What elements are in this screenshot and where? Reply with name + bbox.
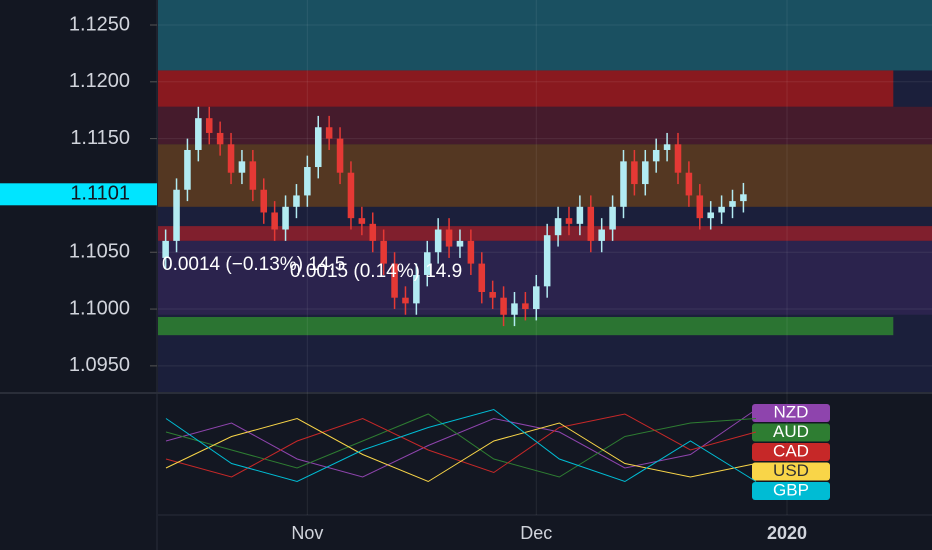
y-tick-label: 1.1200 <box>69 70 130 92</box>
x-tick-label: Dec <box>520 523 552 543</box>
candle-body <box>587 206 595 241</box>
candle-body <box>707 212 714 219</box>
candle-body <box>729 201 736 207</box>
candle-body <box>314 127 322 168</box>
candle-body <box>260 189 268 213</box>
candle-body <box>238 161 246 173</box>
candle-body <box>478 263 486 293</box>
candle-body <box>402 297 409 304</box>
candle-body <box>467 240 475 264</box>
candle-body <box>500 297 507 315</box>
price-zone <box>158 317 894 336</box>
candle-body <box>358 218 366 224</box>
candle-body <box>522 303 529 310</box>
oscillator-line <box>165 408 757 483</box>
candle-body <box>184 149 191 190</box>
candle-body <box>609 206 616 230</box>
candle-body <box>336 138 344 173</box>
candle-body <box>489 292 496 298</box>
price-zone <box>158 144 932 207</box>
oscillator-line <box>165 417 757 483</box>
candle-body <box>652 149 660 162</box>
legend-badge <box>752 404 830 422</box>
candle-body <box>543 235 551 287</box>
candle-body <box>205 118 213 133</box>
candle-body <box>195 118 202 150</box>
y-tick-label: 1.1250 <box>69 13 130 35</box>
y-tick-label: 1.1150 <box>70 127 130 149</box>
candle-body <box>456 240 464 247</box>
y-tick-label: 1.1000 <box>69 297 130 319</box>
candle-body <box>347 172 355 219</box>
legend-badge <box>752 482 830 500</box>
candle-body <box>663 144 671 150</box>
legend-label: NZD <box>774 402 809 421</box>
price-zone <box>158 70 894 107</box>
candle-body <box>249 161 257 190</box>
price-zone <box>158 106 932 145</box>
candle-body <box>740 194 747 202</box>
legend-badge <box>752 443 830 461</box>
price-zone <box>158 226 932 241</box>
candle-body <box>391 263 398 298</box>
candle-body <box>380 240 387 264</box>
candle-body <box>423 252 431 275</box>
candle-body <box>304 167 311 196</box>
candle-body <box>282 206 289 230</box>
candle-body <box>325 127 333 139</box>
candle-body <box>445 229 453 247</box>
candle-body <box>293 195 300 207</box>
legend-label: CAD <box>773 441 809 460</box>
candle-body <box>576 206 584 224</box>
candle-body <box>413 274 420 304</box>
candle-body <box>696 195 704 219</box>
annotation: 0.0015 (0.14%) 14.9 <box>290 261 462 282</box>
candle-body <box>598 229 605 241</box>
candle-body <box>685 172 693 196</box>
candle-body <box>227 144 235 173</box>
candle-body <box>533 286 540 310</box>
legend-label: AUD <box>773 422 809 441</box>
legend-badge <box>752 423 830 442</box>
y-tick-label: 1.1050 <box>69 241 130 263</box>
price-zone <box>158 0 932 71</box>
candle-body <box>674 144 682 173</box>
x-tick-label: 2020 <box>767 523 807 543</box>
last-price-label: 1.1101 <box>70 183 130 205</box>
candle-body <box>631 161 638 185</box>
candle-body <box>620 161 627 207</box>
candle-body <box>511 303 518 315</box>
last-price-badge <box>0 183 157 206</box>
candle-body <box>718 206 725 213</box>
candle-body <box>565 218 573 224</box>
candle-body <box>369 223 377 241</box>
legend-badge <box>752 462 830 481</box>
candle-body <box>434 229 442 253</box>
candle-body <box>173 189 180 241</box>
legend-label: USD <box>773 461 809 480</box>
candle-body <box>642 161 649 185</box>
candle-body <box>216 132 224 145</box>
candle-body <box>554 218 562 236</box>
y-tick-label: 1.0950 <box>69 354 130 376</box>
zones <box>158 0 932 336</box>
x-tick-label: Nov <box>291 523 323 543</box>
legend-label: GBP <box>773 480 809 499</box>
candle-body <box>271 212 278 230</box>
annotation: 0.0014 (−0.13%) 14.5 <box>162 254 345 275</box>
candle-body <box>162 240 169 258</box>
